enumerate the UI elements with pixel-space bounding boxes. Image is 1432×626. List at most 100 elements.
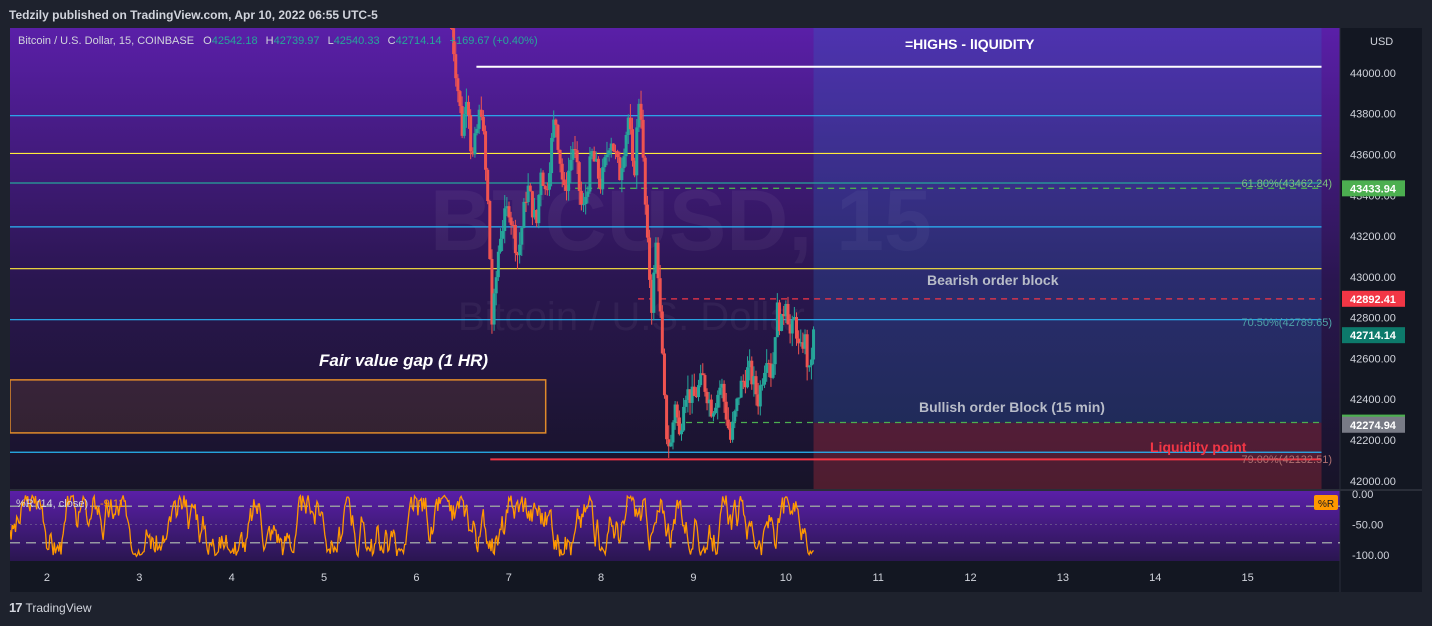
candle-body bbox=[665, 395, 669, 440]
williams-r-line bbox=[10, 493, 814, 559]
candle-body bbox=[760, 384, 764, 386]
candle-body bbox=[456, 78, 460, 92]
candle-body bbox=[780, 313, 784, 331]
candle-body bbox=[809, 359, 813, 366]
tradingview-brand[interactable]: 17 TradingView bbox=[9, 600, 92, 615]
candle-body bbox=[586, 191, 590, 197]
candle-body bbox=[735, 398, 739, 412]
candle-body bbox=[543, 185, 547, 190]
publish-info: Tedzily published on TradingView.com, Ap… bbox=[9, 8, 378, 22]
candle-body bbox=[662, 353, 666, 396]
x-tick-label: 13 bbox=[1057, 572, 1069, 584]
indicator-legend-value: -9.11 bbox=[100, 498, 124, 510]
candle-body bbox=[754, 376, 758, 395]
change-value: +169.67 (+0.40%) bbox=[449, 35, 538, 47]
candle-body bbox=[575, 150, 579, 163]
candle-body bbox=[758, 385, 762, 407]
candle-body bbox=[737, 397, 741, 399]
candle-body bbox=[577, 162, 581, 191]
y-tick-label: 43800.00 bbox=[1350, 109, 1396, 121]
candle-body bbox=[763, 372, 767, 385]
price-series bbox=[449, 28, 816, 458]
candle-body bbox=[494, 277, 498, 294]
candle-body bbox=[501, 230, 505, 239]
levels-layer bbox=[10, 65, 1322, 461]
price-axis[interactable]: 42000.00 42200.00 42400.00 42600.00 42800.00… bbox=[1350, 68, 1396, 488]
candle-body bbox=[690, 386, 694, 403]
candle-body bbox=[550, 137, 554, 174]
candle-body bbox=[635, 127, 639, 176]
candle-body bbox=[684, 399, 688, 407]
candle-body bbox=[567, 170, 571, 191]
candle-body bbox=[533, 209, 537, 218]
candle-body bbox=[471, 151, 475, 155]
candle-body bbox=[535, 209, 539, 224]
candle-body bbox=[503, 208, 507, 231]
price-badge-label: 42892.41 bbox=[1350, 294, 1396, 306]
candle-body bbox=[805, 334, 809, 368]
fair-value-gap-zone bbox=[10, 379, 547, 434]
candle-body bbox=[492, 293, 496, 325]
zones-layer bbox=[10, 28, 1322, 489]
candle-body bbox=[588, 156, 592, 192]
price-badge-label: 42714.14 bbox=[1350, 330, 1397, 342]
candle-body bbox=[773, 337, 777, 365]
candle-body bbox=[675, 404, 679, 418]
candle-body bbox=[639, 103, 643, 120]
candle-body bbox=[481, 116, 485, 132]
candle-body bbox=[686, 389, 690, 400]
candle-body bbox=[573, 149, 577, 151]
candle-body bbox=[709, 399, 713, 417]
candle-body bbox=[488, 201, 492, 260]
candle-body bbox=[496, 251, 500, 278]
price-badge-label: 43433.94 bbox=[1350, 183, 1397, 195]
candle-body bbox=[560, 163, 564, 180]
y-tick-label: 43200.00 bbox=[1350, 231, 1396, 243]
candle-body bbox=[720, 383, 724, 388]
candle-body bbox=[771, 364, 775, 378]
annotation-liquidity: Liquidity point bbox=[1150, 439, 1247, 455]
candle-body bbox=[558, 149, 562, 164]
symbol-legend[interactable]: Bitcoin / U.S. Dollar, 15, COINBASE O425… bbox=[18, 35, 543, 47]
candle-body bbox=[726, 419, 730, 429]
candle-body bbox=[524, 201, 528, 203]
candle-body bbox=[637, 103, 641, 128]
candle-body bbox=[486, 169, 490, 202]
candle-body bbox=[605, 154, 609, 158]
candle-body bbox=[579, 190, 583, 205]
high-key: H bbox=[265, 35, 274, 47]
candle-body bbox=[699, 373, 703, 386]
candle-body bbox=[692, 386, 696, 396]
close-value: 42714.14 bbox=[395, 35, 442, 47]
candle-body bbox=[475, 128, 479, 134]
candle-body bbox=[484, 131, 488, 170]
candle-body bbox=[807, 365, 811, 368]
candle-body bbox=[596, 158, 600, 179]
y-tick-label: 42600.00 bbox=[1350, 353, 1396, 365]
x-tick-label: 7 bbox=[506, 572, 512, 584]
indicator-pane-bg bbox=[10, 491, 1340, 561]
candle-body bbox=[658, 278, 662, 312]
x-tick-label: 12 bbox=[964, 572, 976, 584]
price-chart[interactable]: BTCUSD, 15 Bitcoin / U.S. Dollar =HIGHS … bbox=[10, 28, 1422, 592]
candle-body bbox=[784, 303, 788, 317]
watermark-sub: Bitcoin / U.S. Dollar bbox=[458, 295, 805, 339]
candle-body bbox=[454, 54, 458, 79]
candle-body bbox=[469, 115, 473, 152]
candle-body bbox=[652, 272, 656, 313]
candle-body bbox=[584, 196, 588, 205]
candle-body bbox=[746, 367, 750, 388]
chart-frame[interactable]: BTCUSD, 15 Bitcoin / U.S. Dollar =HIGHS … bbox=[10, 28, 1422, 592]
candle-body bbox=[547, 173, 551, 190]
candle-body bbox=[528, 185, 532, 192]
x-tick-label: 8 bbox=[598, 572, 604, 584]
candle-body bbox=[722, 383, 726, 402]
indicator-badge-bg bbox=[1314, 495, 1338, 510]
candle-body bbox=[616, 151, 620, 158]
candle-body bbox=[541, 172, 545, 186]
candle-body bbox=[490, 259, 494, 325]
candle-body bbox=[728, 428, 732, 440]
candle-body bbox=[554, 119, 558, 125]
candle-body bbox=[671, 422, 675, 443]
time-axis[interactable]: 2 3 4 5 6 7 8 9 10 11 12 13 14 15 bbox=[44, 572, 1254, 584]
